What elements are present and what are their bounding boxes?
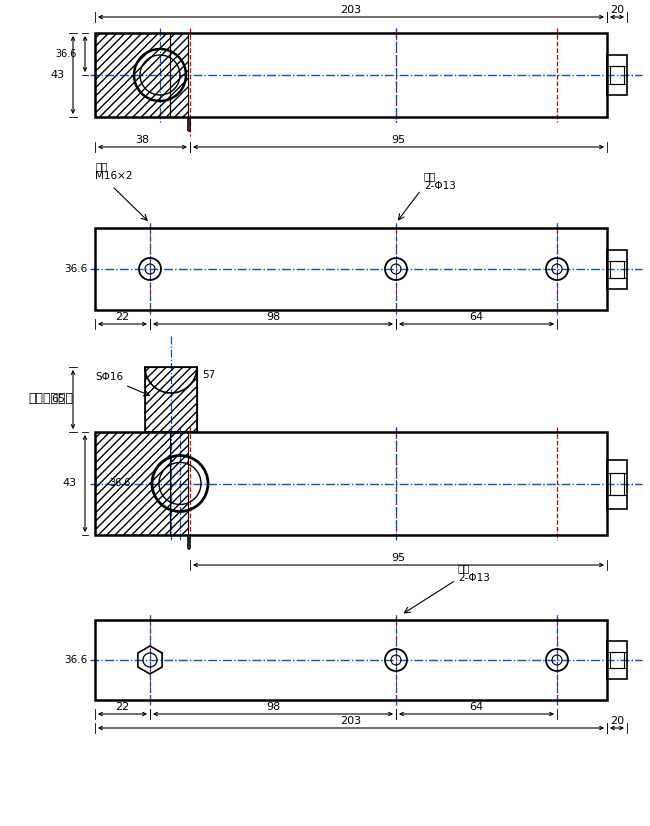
Bar [607,641,627,679]
Text: 通孔: 通孔 [424,171,437,181]
Bar [610,473,624,495]
Text: M16×2: M16×2 [95,171,133,181]
Text: 95: 95 [391,553,406,563]
Bar [610,652,624,668]
Bar [95,432,607,535]
Bar [145,367,197,432]
Bar [170,33,188,117]
Bar [95,432,170,535]
Text: 22: 22 [116,312,129,322]
Bar [95,620,607,700]
Text: 64: 64 [469,312,484,322]
Text: 通孔: 通孔 [95,161,107,171]
Text: 98: 98 [266,312,280,322]
Bar [95,228,607,310]
Bar [607,55,627,95]
Bar [610,261,624,278]
Bar [610,66,624,83]
Text: 38: 38 [135,135,150,145]
Text: 203: 203 [341,716,361,726]
Text: 36.6: 36.6 [109,478,131,488]
Text: 20: 20 [610,716,624,726]
Text: 43: 43 [63,478,77,488]
Text: 22: 22 [116,702,129,712]
Bar [607,459,627,509]
Bar [170,432,188,535]
Text: SΦ16: SΦ16 [95,372,123,382]
Text: 43: 43 [51,70,65,80]
Text: 98: 98 [266,702,280,712]
Text: 20: 20 [610,5,624,15]
Text: 36.6: 36.6 [56,49,77,59]
Bar [607,250,627,289]
Text: 36.6: 36.6 [64,264,87,274]
Text: 36.6: 36.6 [64,655,87,665]
Text: 通孔: 通孔 [458,563,471,573]
Bar [95,33,170,117]
Bar [95,33,607,117]
Text: 65: 65 [51,395,65,405]
Text: 64: 64 [469,702,484,712]
Text: 2-Φ13: 2-Φ13 [424,181,456,191]
Text: 203: 203 [341,5,361,15]
Text: 57: 57 [202,370,215,380]
Bar [145,367,197,432]
Text: 2-Φ13: 2-Φ13 [458,573,490,583]
Text: 安装示意图：: 安装示意图： [28,392,73,405]
Text: 95: 95 [391,135,406,145]
